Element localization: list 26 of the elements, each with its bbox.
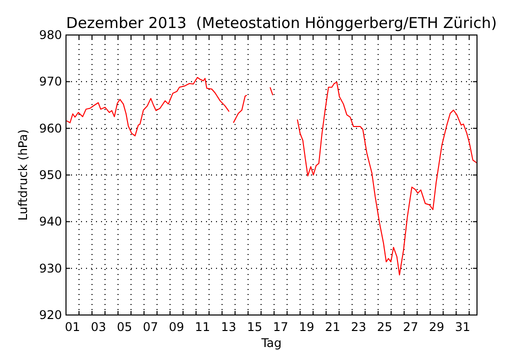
x-tick-label: 11 xyxy=(194,320,210,334)
x-tick-label: 31 xyxy=(455,320,470,334)
x-tick-label: 23 xyxy=(351,320,366,334)
y-tick-label: 980 xyxy=(39,28,62,42)
x-tick-label: 05 xyxy=(116,320,132,334)
x-tick-label: 03 xyxy=(90,320,106,334)
x-tick-label: 09 xyxy=(168,320,184,334)
x-tick-label: 29 xyxy=(429,320,444,334)
chart-title: Dezember 2013 (Meteostation Hönggerberg/ETH Zürich) xyxy=(66,14,497,32)
x-tick-label: 25 xyxy=(377,320,392,334)
y-tick-label: 950 xyxy=(39,168,62,182)
x-axis-title: Tag xyxy=(260,336,282,350)
y-tick-label: 920 xyxy=(39,308,62,322)
y-tick-label: 940 xyxy=(39,214,62,229)
x-tick-label: 15 xyxy=(246,320,262,334)
x-tick-label: 07 xyxy=(142,320,158,334)
y-axis-title: Luftdruck (hPa) xyxy=(16,129,30,221)
x-tick-label: 01 xyxy=(64,320,80,334)
y-tick-label: 970 xyxy=(39,74,62,89)
x-tick-label: 17 xyxy=(272,320,288,334)
x-tick-label: 27 xyxy=(403,320,418,334)
x-tick-label: 13 xyxy=(220,320,236,334)
x-tick-label: 21 xyxy=(324,320,340,334)
y-tick-label: 960 xyxy=(39,121,62,136)
x-tick-label: 19 xyxy=(298,320,314,334)
y-tick-label: 930 xyxy=(39,261,62,276)
